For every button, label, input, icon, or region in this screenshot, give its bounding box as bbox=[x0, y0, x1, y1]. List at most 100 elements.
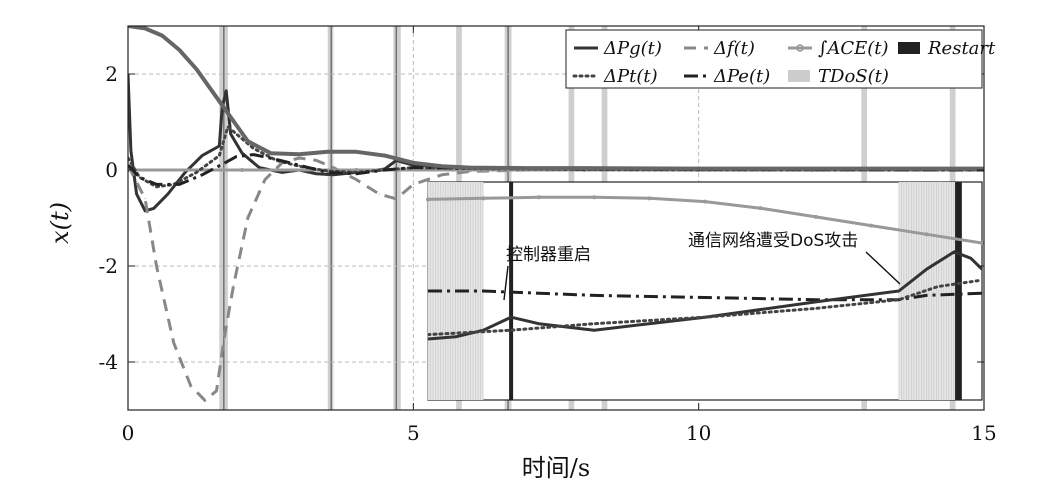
inset-series-2-point-1 bbox=[455, 336, 457, 338]
series-3-line bbox=[128, 125, 984, 189]
series-3-point-11 bbox=[327, 170, 329, 172]
y-tick-label-1: -2 bbox=[99, 254, 118, 278]
series-0-point-12 bbox=[241, 152, 243, 154]
annotation-arrow-dos bbox=[865, 251, 901, 285]
series-0-point-21 bbox=[412, 164, 414, 166]
series-1-point-18 bbox=[412, 183, 414, 185]
inset-series-1-point-3 bbox=[593, 294, 595, 296]
inset-series-3-point-4 bbox=[815, 307, 817, 309]
series-0-point-8 bbox=[218, 145, 220, 147]
series-5-point-7 bbox=[247, 140, 249, 142]
legend: ΔPg(t) Δf(t) ∫ACE(t) Restart ΔPt(t) ΔPe(t) TDo… bbox=[565, 29, 996, 89]
series-3-point-7 bbox=[235, 133, 237, 135]
inset-series-0-point-2 bbox=[536, 195, 541, 200]
inset-series-1-point-5 bbox=[815, 299, 817, 301]
series-3-point-3 bbox=[173, 183, 175, 185]
inset-dos-fill-1 bbox=[898, 182, 960, 400]
series-5-point-13 bbox=[412, 162, 414, 164]
series-0-point-4 bbox=[153, 207, 155, 209]
legend-label-0-1: Δf(t) bbox=[713, 38, 755, 59]
series-1-point-5 bbox=[204, 399, 206, 401]
series-0-point-13 bbox=[258, 167, 260, 169]
series-5-point-19 bbox=[812, 168, 814, 170]
axis-layer: 0 5 10 15 -4 -2 0 2 bbox=[99, 25, 997, 445]
series-4-point-9 bbox=[298, 164, 300, 166]
inset-series-3-point-0 bbox=[427, 334, 429, 336]
series-3-point-8 bbox=[253, 147, 255, 149]
series-4-point-6 bbox=[235, 156, 237, 158]
legend-swatch-1-2 bbox=[788, 70, 810, 82]
inset-series-3-point-1 bbox=[510, 329, 512, 331]
series-3-point-10 bbox=[298, 165, 300, 167]
series-5-point-8 bbox=[270, 152, 272, 154]
inset-series-1-point-4 bbox=[704, 297, 706, 299]
inset-series-2-point-7 bbox=[815, 301, 817, 303]
series-0-point-16 bbox=[315, 173, 317, 175]
series-1-point-4 bbox=[190, 385, 192, 387]
inset-series-3-point-6 bbox=[937, 286, 939, 288]
dos-interval-1 bbox=[327, 26, 334, 410]
series-1-point-13 bbox=[315, 159, 317, 161]
series-5-point-5 bbox=[213, 92, 215, 94]
series-5-point-1 bbox=[144, 27, 146, 29]
inset-series-0-point-7 bbox=[813, 214, 818, 219]
inset-layer: 控制器重启 通信网络遭受DoS攻击 bbox=[426, 181, 984, 401]
series-0-point-3 bbox=[144, 210, 146, 212]
plot-frame bbox=[127, 25, 985, 411]
series-1-point-12 bbox=[298, 157, 300, 159]
series-3-point-5 bbox=[218, 155, 220, 157]
series-layer bbox=[128, 26, 984, 402]
inset-series-1-point-0 bbox=[427, 290, 429, 292]
x-tick-label-2: 10 bbox=[686, 421, 711, 445]
x-axis-label: 时间/s bbox=[522, 454, 590, 482]
dos-interval-2 bbox=[393, 26, 401, 410]
inset-series-3-point-5 bbox=[898, 299, 900, 301]
series-5-point-9 bbox=[298, 153, 300, 155]
series-4-point-4 bbox=[201, 174, 203, 176]
x-tick-label-1: 5 bbox=[407, 421, 420, 445]
series-5-point-16 bbox=[526, 167, 528, 169]
series-5-point-15 bbox=[469, 167, 471, 169]
annotation-dos-attack: 通信网络遭受DoS攻击 bbox=[688, 231, 858, 251]
inset-series-0-point-9 bbox=[924, 232, 929, 237]
inset-series-1-point-7 bbox=[926, 294, 928, 296]
x-tick-label-0: 0 bbox=[122, 421, 135, 445]
series-0-point-1 bbox=[130, 150, 132, 152]
series-0-point-17 bbox=[332, 174, 334, 176]
series-4-point-2 bbox=[156, 183, 158, 185]
inset-series-2-point-11 bbox=[970, 257, 972, 259]
y-tick-label-3: 2 bbox=[105, 62, 118, 86]
legend-marker-0-2 bbox=[796, 44, 804, 52]
series-5-point-3 bbox=[178, 49, 180, 51]
inset-series-1-point-2 bbox=[538, 292, 540, 294]
inset-series-2-point-0 bbox=[427, 338, 429, 340]
series-1-point-7 bbox=[224, 332, 226, 334]
series-1-point-9 bbox=[247, 217, 249, 219]
legend-label-0-2: ∫ACE(t) bbox=[818, 38, 889, 59]
inset-series-2-point-4 bbox=[538, 323, 540, 325]
legend-box bbox=[565, 29, 983, 89]
legend-swatch-0-3 bbox=[898, 42, 920, 54]
series-5-point-18 bbox=[698, 168, 700, 170]
series-4-point-13 bbox=[412, 167, 414, 169]
inset-series-0-point-4 bbox=[647, 196, 652, 201]
inset-dos-region-1 bbox=[898, 182, 960, 400]
inset-series-0-point-3 bbox=[592, 195, 597, 200]
inset-series-0-point-10 bbox=[980, 241, 984, 246]
series-4-point-3 bbox=[178, 183, 180, 185]
series-3-point-6 bbox=[227, 126, 229, 128]
series-5-point-6 bbox=[230, 116, 232, 118]
series-1-point-6 bbox=[215, 390, 217, 392]
series-1-point-8 bbox=[233, 284, 235, 286]
series-4-point-7 bbox=[253, 154, 255, 156]
series-5-point-11 bbox=[355, 151, 357, 153]
series-0-point-10 bbox=[225, 90, 227, 92]
series-4-point-1 bbox=[138, 176, 140, 178]
series-1-point-16 bbox=[378, 193, 380, 195]
legend-label-1-2: TDoS(t) bbox=[818, 66, 889, 87]
series-2-point-1 bbox=[240, 168, 245, 172]
x-tick-label-3: 15 bbox=[971, 421, 996, 445]
series-1-point-17 bbox=[395, 198, 397, 200]
inset-series-2-point-10 bbox=[953, 251, 955, 253]
